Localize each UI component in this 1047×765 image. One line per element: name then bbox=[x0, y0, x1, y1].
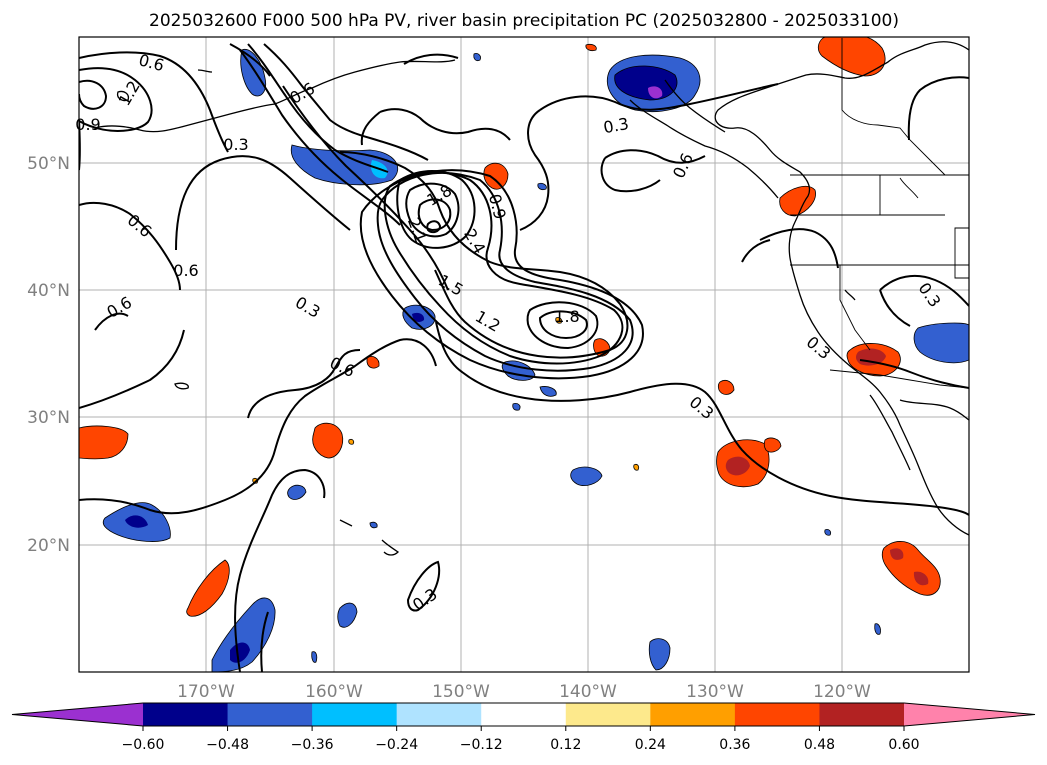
colorbar-tick-label: 0.24 bbox=[635, 737, 666, 753]
lon-label: 150°W bbox=[432, 682, 490, 702]
colorbar-tick-label: 0.60 bbox=[888, 737, 919, 753]
lon-label: 140°W bbox=[559, 682, 617, 702]
figure-title: 2025032600 F000 500 hPa PV, river basin … bbox=[149, 11, 899, 31]
colorbar-segment bbox=[734, 703, 820, 726]
colorbar-segment bbox=[312, 703, 398, 726]
colorbar-tick-label: −0.12 bbox=[460, 737, 503, 753]
contour-label: 0.6 bbox=[173, 261, 198, 280]
colorbar-segment bbox=[650, 703, 736, 726]
contour-label: 1.8 bbox=[554, 307, 579, 326]
colorbar-tick-label: 0.36 bbox=[719, 737, 750, 753]
colorbar-tick-label: 0.48 bbox=[804, 737, 835, 753]
coastlines bbox=[94, 41, 969, 556]
contour-label: 0.3 bbox=[602, 114, 630, 137]
longitude-labels: 170°W 160°W 150°W 140°W 130°W 120°W bbox=[177, 682, 871, 702]
lat-label: 40°N bbox=[27, 281, 70, 301]
lon-label: 120°W bbox=[813, 682, 871, 702]
lon-label: 130°W bbox=[686, 682, 744, 702]
colorbar-extend-low bbox=[12, 703, 143, 726]
colorbar-segment bbox=[819, 703, 905, 726]
colorbar-tick-label: −0.36 bbox=[291, 737, 334, 753]
colorbar-segment bbox=[396, 703, 482, 726]
colorbar-segment bbox=[143, 703, 229, 726]
colorbar-segment bbox=[481, 703, 567, 726]
colorbar: −0.60 −0.48 −0.36 −0.24 −0.12 0.12 0.24 0.36 0.4… bbox=[11, 702, 1036, 753]
lat-label: 30°N bbox=[27, 408, 70, 428]
lon-label: 170°W bbox=[177, 682, 235, 702]
colorbar-extend-high bbox=[904, 703, 1035, 726]
map-panel: 0.6 1.2 0.9 0.6 0.3 0.6 0.6 0.6 0.3 0.6 … bbox=[75, 36, 970, 673]
colorbar-tick-label: 0.12 bbox=[550, 737, 581, 753]
colorbar-tick-label: −0.48 bbox=[206, 737, 249, 753]
contour-label: 0.3 bbox=[223, 135, 248, 154]
colorbar-tick-label: −0.60 bbox=[122, 737, 165, 753]
contour-label: 0.9 bbox=[75, 115, 100, 134]
latitude-labels: 50°N 40°N 30°N 20°N bbox=[27, 154, 70, 556]
lat-label: 50°N bbox=[27, 154, 70, 174]
lat-label: 20°N bbox=[27, 536, 70, 556]
colorbar-segment bbox=[565, 703, 651, 726]
pv-contours bbox=[79, 43, 969, 672]
lon-label: 160°W bbox=[305, 682, 363, 702]
map-frame bbox=[78, 36, 970, 673]
precip-positive-patches bbox=[79, 37, 941, 617]
political-borders bbox=[790, 38, 969, 389]
colorbar-tick-label: −0.24 bbox=[375, 737, 418, 753]
colorbar-segment bbox=[227, 703, 313, 726]
